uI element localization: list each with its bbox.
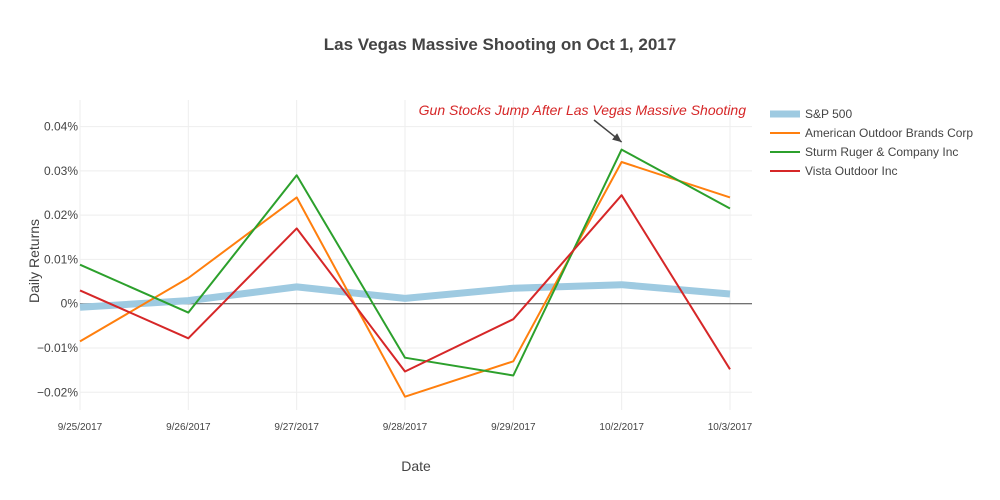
annotation-arrowhead [612, 133, 622, 143]
legend-label: Vista Outdoor Inc [805, 164, 898, 178]
annotation: Gun Stocks Jump After Las Vegas Massive … [419, 102, 747, 143]
x-tick-label: 9/25/2017 [58, 422, 103, 433]
x-tick-label: 9/26/2017 [166, 422, 211, 433]
y-tick-label: −0.01% [37, 341, 78, 355]
grid [79, 100, 752, 410]
legend-label: American Outdoor Brands Corp [805, 126, 973, 140]
y-tick-label: 0.03% [44, 164, 78, 178]
x-axis-ticks: 9/25/2017 9/26/2017 9/27/2017 9/28/2017 9/29… [58, 422, 753, 433]
x-axis-label: Date [401, 458, 431, 474]
legend-item[interactable]: Sturm Ruger & Company Inc [770, 145, 958, 159]
annotation-text: Gun Stocks Jump After Las Vegas Massive … [419, 102, 747, 118]
y-tick-label: 0% [61, 297, 79, 311]
series-line-sturm-ruger-company-inc [79, 148, 731, 377]
chart-title: Las Vegas Massive Shooting on Oct 1, 201… [324, 35, 676, 54]
legend-label: S&P 500 [805, 107, 852, 121]
x-tick-label: 9/28/2017 [383, 422, 428, 433]
y-axis-ticks: −0.02% −0.01% 0% 0.01% 0.02% 0.03% 0.04% [37, 120, 78, 400]
legend-item[interactable]: Vista Outdoor Inc [770, 164, 898, 178]
series-line-vista-outdoor-inc [79, 194, 731, 373]
series-line-s-p-500 [79, 281, 731, 311]
legend-label: Sturm Ruger & Company Inc [805, 145, 958, 159]
series-lines [79, 148, 731, 398]
x-tick-label: 9/27/2017 [274, 422, 319, 433]
y-tick-label: 0.01% [44, 252, 78, 266]
y-tick-label: 0.04% [44, 120, 78, 134]
y-tick-label: −0.02% [37, 385, 78, 399]
y-axis-label: Daily Returns [26, 219, 42, 303]
series-line-american-outdoor-brands-corp [79, 161, 731, 398]
x-tick-label: 9/29/2017 [491, 422, 536, 433]
y-tick-label: 0.02% [44, 208, 78, 222]
legend[interactable]: S&P 500 American Outdoor Brands Corp Sturm… [770, 107, 973, 178]
x-tick-label: 10/3/2017 [708, 422, 753, 433]
legend-item[interactable]: S&P 500 [770, 107, 852, 121]
x-tick-label: 10/2/2017 [599, 422, 644, 433]
legend-item[interactable]: American Outdoor Brands Corp [770, 126, 973, 140]
